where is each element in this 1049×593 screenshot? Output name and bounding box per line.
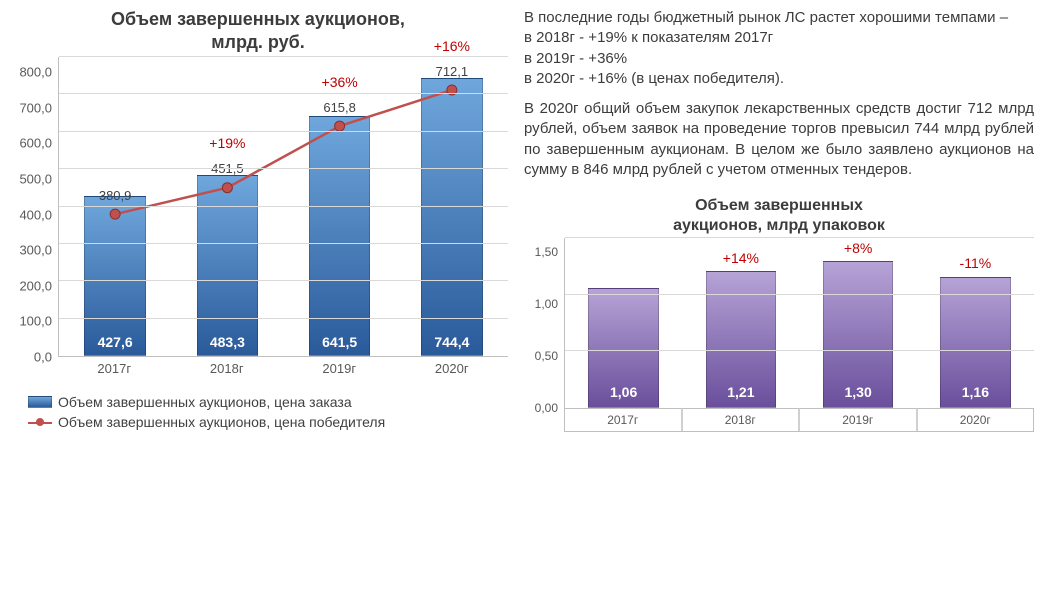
chart2-bar-col: 1,06 [565, 238, 682, 408]
chart1-y-axis: 0,0100,0200,0300,0400,0500,0600,0700,080… [8, 57, 58, 357]
chart1-x-tick: 2018г [171, 356, 284, 376]
chart2-x-tick: 2020г [917, 408, 1034, 431]
chart1-y-tick: 700,0 [8, 100, 58, 115]
chart2-bar-col: -11% 1,16 [917, 238, 1034, 408]
chart1-y-tick: 500,0 [8, 171, 58, 186]
chart2-y-tick: 1,00 [524, 297, 564, 311]
chart2-x-tick: 2018г [682, 408, 800, 431]
chart1-bar-col: 712,1+16%744,4 [396, 57, 508, 356]
paragraph-2: В 2020г общий объем закупок лекарственны… [524, 99, 1034, 180]
chart2-x-axis: 2017г2018г2019г2020г [564, 408, 1034, 432]
chart1-growth-label: +36% [322, 74, 358, 90]
chart1-bar-col: 380,9 427,6 [59, 57, 171, 356]
chart2-y-tick: 0,00 [524, 401, 564, 415]
chart1-y-tick: 0,0 [8, 350, 58, 365]
chart2-plot: 0,000,501,001,50 1,06+14%1,21+8%1,30-11%… [524, 238, 1034, 408]
chart1-x-tick: 2017г [58, 356, 171, 376]
paragraph-1-line4: в 2020г - +16% (в ценах победителя). [524, 69, 1034, 89]
chart1-y-tick: 200,0 [8, 278, 58, 293]
chart1-plot-body: 380,9427,6451,5+19%483,3615,8+36%641,571… [58, 57, 508, 357]
chart1-x-tick: 2019г [283, 356, 396, 376]
paragraph-1-line2: в 2018г - +19% к показателям 2017г [524, 28, 1034, 48]
chart2-x-tick: 2017г [565, 408, 682, 431]
chart1-x-axis: 2017г2018г2019г2020г [58, 357, 508, 376]
chart2-bar-value-label: 1,06 [610, 384, 637, 400]
chart2-y-axis: 0,000,501,001,50 [524, 238, 564, 408]
chart2-bar-col: +14% 1,21 [682, 238, 799, 408]
paragraph-1: В последние годы бюджетный рынок ЛС раст… [524, 8, 1034, 89]
chart2-growth-label: +14% [723, 250, 759, 266]
chart1-title-line1: Объем завершенных аукционов, [8, 8, 508, 31]
chart1-bar-col: 451,5+19%483,3 [171, 57, 283, 356]
chart1-bar-value-label: 744,4 [434, 334, 469, 350]
legend-label: Объем завершенных аукционов, цена победи… [58, 413, 385, 431]
chart2-title: Объем завершенных аукционов, млрд упаков… [524, 196, 1034, 236]
chart1-x-tick: 2020г [396, 356, 509, 376]
chart2-bar-value-label: 1,16 [962, 384, 989, 400]
chart2-title-line1: Объем завершенных [524, 196, 1034, 216]
chart2-bar-value-label: 1,21 [727, 384, 754, 400]
chart2-bar-value-label: 1,30 [845, 384, 872, 400]
chart2-bar-col: +8% 1,30 [800, 238, 917, 408]
chart1-bar [197, 175, 259, 356]
chart1-growth-label: +19% [209, 135, 245, 151]
chart1-legend: Объем завершенных аукционов, цена заказа… [28, 393, 508, 431]
chart1-y-tick: 800,0 [8, 65, 58, 80]
chart1-y-tick: 100,0 [8, 314, 58, 329]
chart1-line-value-label: 380,9 [99, 188, 132, 203]
chart1-growth-label: +16% [434, 38, 470, 54]
chart1-line-value-label: 712,1 [436, 64, 469, 79]
chart1-y-tick: 600,0 [8, 136, 58, 151]
legend-swatch-bar-icon [28, 396, 52, 408]
chart1-plot: 0,0100,0200,0300,0400,0500,0600,0700,080… [8, 57, 508, 357]
chart1-bar-col: 615,8 +36% 641,5 [284, 57, 396, 356]
chart1-bar-value-label: 483,3 [210, 334, 245, 350]
chart1-bar [84, 196, 146, 356]
chart1-bar [421, 78, 483, 356]
paragraph-1-line1: В последние годы бюджетный рынок ЛС раст… [524, 8, 1034, 28]
chart1-line-value-label: 615,8 [323, 100, 356, 115]
chart1-legend-item: Объем завершенных аукционов, цена заказа [28, 393, 508, 411]
paragraph-1-line3: в 2019г - +36% [524, 49, 1034, 69]
chart1-y-tick: 300,0 [8, 243, 58, 258]
chart1-legend-item: Объем завершенных аукционов, цена победи… [28, 413, 508, 431]
chart2-plot-body: 1,06 +14% 1,21 +8% 1,30 -11% 1,16 [564, 238, 1034, 408]
chart1-bar [309, 116, 371, 356]
chart2-x-tick: 2019г [799, 408, 917, 431]
chart1-bar-value-label: 427,6 [98, 334, 133, 350]
chart1-bar-value-label: 641,5 [322, 334, 357, 350]
chart2-y-tick: 0,50 [524, 349, 564, 363]
chart2-title-line2: аукционов, млрд упаковок [524, 216, 1034, 236]
chart2-growth-label: +8% [844, 240, 872, 256]
legend-swatch-line-icon [28, 416, 52, 428]
legend-label: Объем завершенных аукционов, цена заказа [58, 393, 352, 411]
chart2-y-tick: 1,50 [524, 245, 564, 259]
chart2-growth-label: -11% [960, 255, 992, 271]
chart1-y-tick: 400,0 [8, 207, 58, 222]
